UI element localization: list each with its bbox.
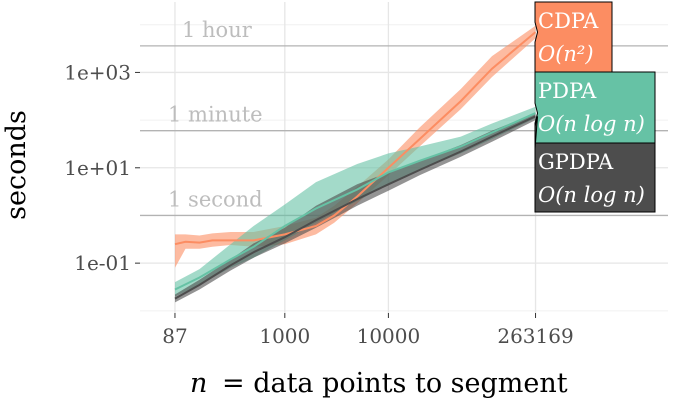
series-name-gpdpa: GPDPA <box>538 150 614 174</box>
reference-line-label: 1 minute <box>168 103 263 127</box>
series-complexity-pdpa: O(n log n) <box>538 112 645 136</box>
x-axis-title: n <box>190 368 207 399</box>
y-tick-label: 1e+03 <box>64 60 131 84</box>
reference-lines: 1 second 1 minute 1 hour <box>140 18 668 217</box>
reference-line-label: 1 second <box>168 187 263 211</box>
x-tick-label: 263169 <box>497 324 573 348</box>
line-gpdpa <box>174 115 536 300</box>
y-tick-label: 1e+01 <box>64 156 131 180</box>
series-lines <box>174 31 537 300</box>
series-name-pdpa: PDPA <box>538 79 597 103</box>
x-axis-title-rest: = data points to segment <box>222 368 568 399</box>
x-tick-label: 1000 <box>259 324 310 348</box>
x-tick-label: 87 <box>162 324 187 348</box>
confidence-bands <box>175 25 536 303</box>
reference-line-label: 1 hour <box>182 18 253 42</box>
x-tick-label: 10000 <box>357 324 421 348</box>
axes: n = data points to segment seconds 1e-01… <box>1 60 574 399</box>
y-axis-title: seconds <box>1 110 32 220</box>
label-box-cdpa <box>534 1 613 73</box>
line-pdpa <box>174 112 536 291</box>
label-box-gpdpa <box>534 116 656 213</box>
y-tick-label: 1e-01 <box>74 251 131 275</box>
line-cdpa <box>174 31 537 246</box>
series-complexity-cdpa: O(n²) <box>538 42 594 66</box>
series-labels: CDPA O(n²) PDPA O(n log n) GPDPA O(n log n) <box>534 1 656 213</box>
band-cdpa <box>175 25 536 268</box>
series-name-cdpa: CDPA <box>538 9 599 33</box>
series-complexity-gpdpa: O(n log n) <box>538 183 645 207</box>
band-gpdpa <box>175 113 536 303</box>
